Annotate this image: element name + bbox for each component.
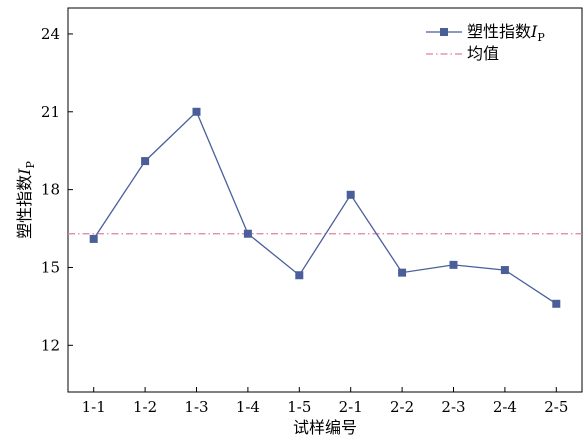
legend-marker-series	[440, 28, 448, 36]
legend: 塑性指数IP 均值	[426, 22, 545, 63]
x-tick-label-6: 2-2	[390, 398, 414, 416]
x-tick-label-7: 2-3	[441, 398, 465, 416]
legend-label-series-subscript: P	[537, 31, 545, 44]
y-tick-label-0: 12	[41, 336, 60, 354]
x-tick-label-4: 1-5	[287, 398, 311, 416]
x-tick-label-1: 1-2	[133, 398, 157, 416]
y-axis-label: 塑性指数IP	[15, 161, 37, 239]
data-point-2-3	[449, 260, 458, 269]
y-axis-label-group: 塑性指数IP	[15, 161, 37, 239]
legend-label-mean: 均值	[467, 44, 499, 63]
y-tick-label-4: 24	[41, 25, 60, 43]
data-point-1-4	[243, 229, 252, 238]
data-point-1-2	[141, 157, 150, 166]
data-point-2-2	[398, 268, 407, 277]
x-tick-label-0: 1-1	[82, 398, 106, 416]
y-axis: 12 15 18 21 24	[41, 25, 73, 354]
y-axis-label-symbol: I	[15, 168, 34, 176]
legend-label-series-symbol: I	[530, 22, 538, 41]
data-point-1-1	[89, 234, 98, 243]
x-axis: 1-1 1-2 1-3 1-4 1-5 2-1 2-2 2-3 2-4 2-5	[82, 387, 568, 416]
data-point-2-4	[500, 266, 509, 275]
x-tick-label-9: 2-5	[544, 398, 568, 416]
data-point-1-3	[192, 107, 201, 116]
x-tick-label-3: 1-4	[236, 398, 260, 416]
y-tick-label-2: 18	[41, 181, 60, 199]
plot-frame	[67, 7, 583, 393]
y-axis-label-text: 塑性指数	[15, 175, 34, 239]
data-point-2-5	[552, 299, 561, 308]
x-axis-label: 试样编号	[293, 418, 357, 437]
legend-label-series: 塑性指数IP	[467, 22, 545, 44]
y-tick-label-3: 21	[41, 103, 60, 121]
x-tick-label-5: 2-1	[339, 398, 363, 416]
x-tick-label-2: 1-3	[184, 398, 208, 416]
y-tick-label-1: 15	[41, 258, 60, 276]
y-axis-label-subscript: P	[24, 161, 37, 169]
series-layer	[89, 107, 561, 308]
data-point-2-1	[346, 190, 355, 199]
data-point-1-5	[295, 271, 304, 280]
x-tick-label-8: 2-4	[493, 398, 517, 416]
legend-label-series-text: 塑性指数	[467, 22, 531, 41]
series-line-0	[93, 110, 557, 305]
